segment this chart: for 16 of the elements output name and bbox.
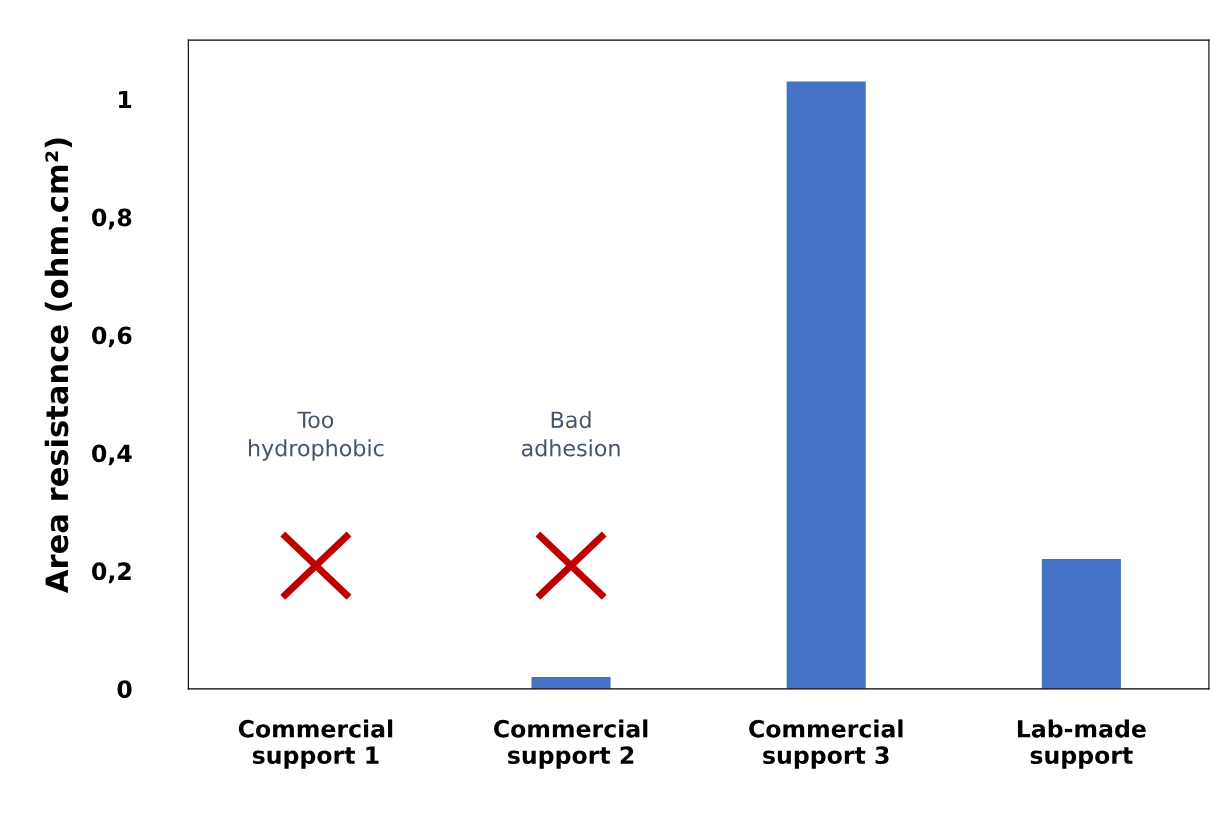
- y-axis-title: Area resistance (ohm.cm²): [44, 138, 72, 593]
- annotation: Too hydrophobic: [248, 411, 384, 461]
- y-tick-label: 0,2: [92, 562, 131, 584]
- x-tick-label: Commercial support 3: [749, 719, 903, 769]
- x-tick-label: Lab-made support: [1017, 719, 1146, 769]
- x-tick-label: Commercial support 2: [493, 719, 648, 769]
- x-tick-label: Commercial support 1: [238, 719, 393, 769]
- bar: [531, 677, 611, 689]
- y-tick-label: 0,6: [92, 326, 132, 348]
- y-tick-label: 0,8: [92, 208, 132, 230]
- y-tick-label: 0: [117, 680, 132, 699]
- y-tick-label: 1: [119, 90, 132, 109]
- bar: [786, 81, 866, 689]
- annotation: Bad adhesion: [521, 410, 620, 457]
- y-tick-label: 0,4: [92, 444, 132, 466]
- bar: [1041, 559, 1121, 689]
